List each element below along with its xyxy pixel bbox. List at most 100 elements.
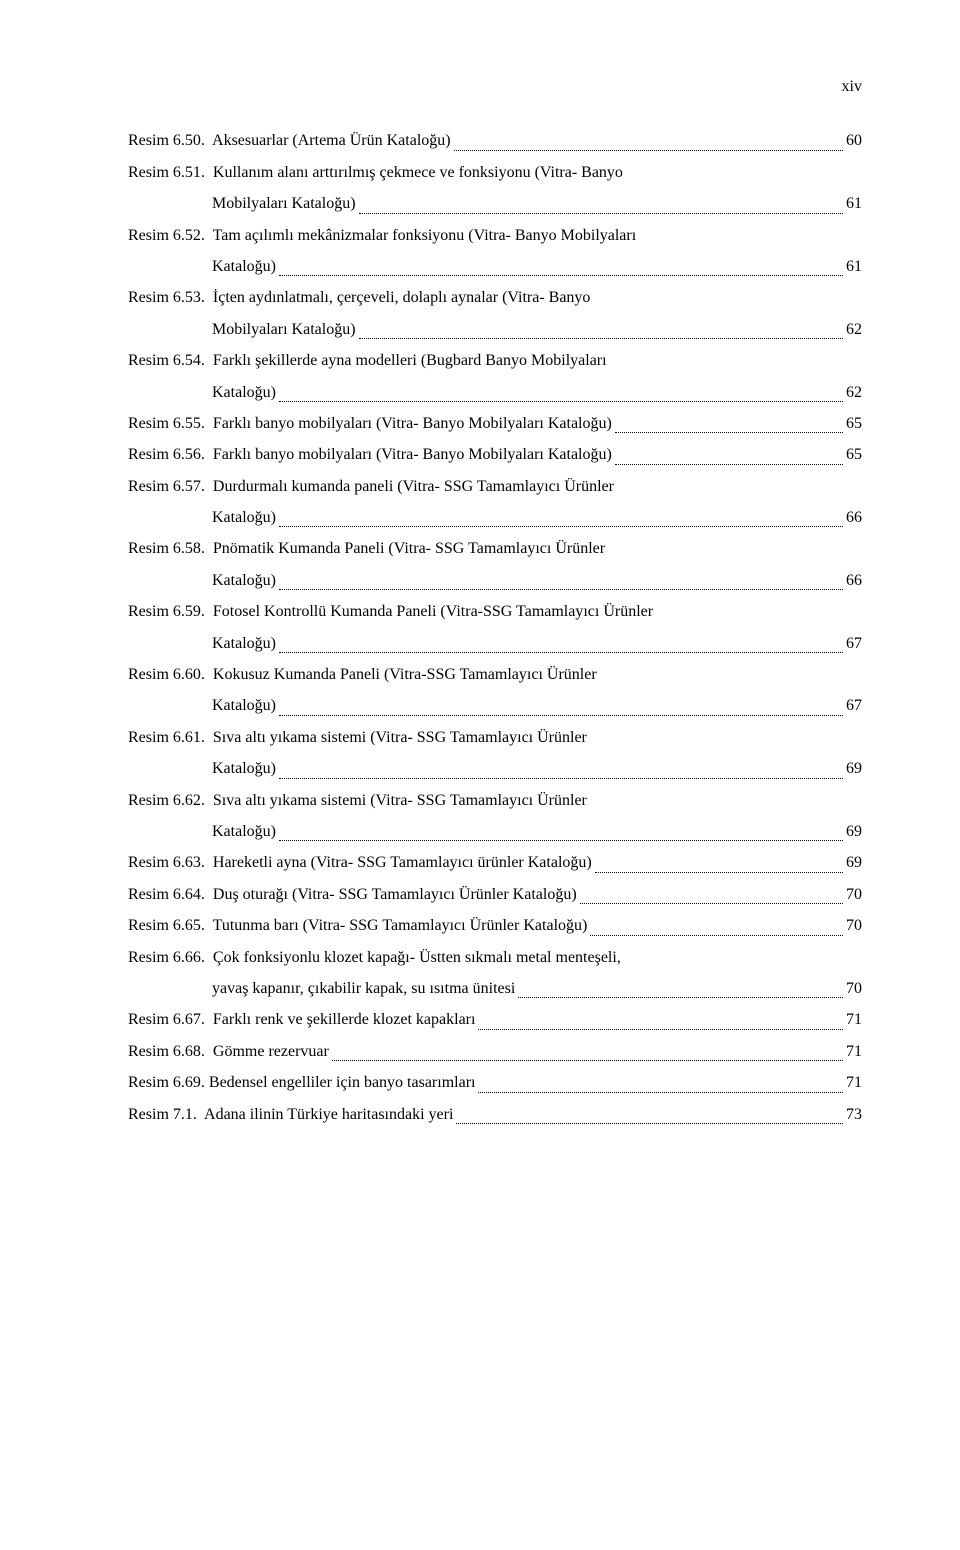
toc-leader-dots xyxy=(279,651,843,653)
toc-leader-dots xyxy=(615,463,843,465)
toc-leader-dots xyxy=(518,996,843,998)
toc-entry: Resim 6.58. Pnömatik Kumanda Paneli (Vit… xyxy=(128,534,862,564)
toc-entry: Resim 6.69. Bedensel engelliler için ban… xyxy=(128,1068,862,1098)
toc-entry-text: Kataloğu) xyxy=(212,754,276,784)
toc-entry-page: 65 xyxy=(846,409,862,439)
toc-entry-page: 70 xyxy=(846,880,862,910)
toc-entry: yavaş kapanır, çıkabilir kapak, su ısıtm… xyxy=(128,974,862,1004)
toc-entry-text: Kataloğu) xyxy=(212,629,276,659)
toc-entry-text: Resim 6.53. İçten aydınlatmalı, çerçevel… xyxy=(128,283,590,313)
toc-entry-text: Kataloğu) xyxy=(212,503,276,533)
toc-entry: Kataloğu) 66 xyxy=(128,503,862,533)
toc-entry-text: Resim 7.1. Adana ilinin Türkiye haritası… xyxy=(128,1100,453,1130)
toc-entry: Resim 6.65. Tutunma barı (Vitra- SSG Tam… xyxy=(128,911,862,941)
toc-leader-dots xyxy=(332,1059,843,1061)
toc-leader-dots xyxy=(279,400,843,402)
toc-entry: Resim 6.60. Kokusuz Kumanda Paneli (Vitr… xyxy=(128,660,862,690)
toc-entry: Kataloğu) 61 xyxy=(128,252,862,282)
toc-entry-text: Resim 6.67. Farklı renk ve şekillerde kl… xyxy=(128,1005,475,1035)
toc-entry-page: 70 xyxy=(846,911,862,941)
toc-entry: Resim 7.1. Adana ilinin Türkiye haritası… xyxy=(128,1100,862,1130)
toc-entry-text: Resim 6.52. Tam açılımlı mekânizmalar fo… xyxy=(128,221,636,251)
toc-entry-page: 61 xyxy=(846,252,862,282)
toc-entry-text: Mobilyaları Kataloğu) xyxy=(212,189,356,219)
toc-entry-text: Resim 6.65. Tutunma barı (Vitra- SSG Tam… xyxy=(128,911,587,941)
toc-entry-text: Resim 6.57. Durdurmalı kumanda paneli (V… xyxy=(128,472,614,502)
toc-entry-page: 69 xyxy=(846,817,862,847)
toc-entry-text: yavaş kapanır, çıkabilir kapak, su ısıtm… xyxy=(212,974,515,1004)
toc-entry: Resim 6.67. Farklı renk ve şekillerde kl… xyxy=(128,1005,862,1035)
toc-entry: Kataloğu) 69 xyxy=(128,817,862,847)
toc-entry-page: 62 xyxy=(846,378,862,408)
toc-entry-text: Resim 6.61. Sıva altı yıkama sistemi (Vi… xyxy=(128,723,587,753)
toc-entry-text: Resim 6.55. Farklı banyo mobilyaları (Vi… xyxy=(128,409,612,439)
toc-entry: Resim 6.68. Gömme rezervuar 71 xyxy=(128,1037,862,1067)
toc-entry-text: Kataloğu) xyxy=(212,566,276,596)
toc-entry-page: 66 xyxy=(846,503,862,533)
toc-leader-dots xyxy=(279,714,843,716)
toc-leader-dots xyxy=(595,871,843,873)
toc-entry: Kataloğu) 62 xyxy=(128,378,862,408)
toc-entry-page: 62 xyxy=(846,315,862,345)
toc-entry-text: Resim 6.68. Gömme rezervuar xyxy=(128,1037,329,1067)
toc-leader-dots xyxy=(279,839,843,841)
toc-leader-dots xyxy=(590,934,843,936)
toc-entry-text: Mobilyaları Kataloğu) xyxy=(212,315,356,345)
toc-leader-dots xyxy=(454,149,843,151)
toc-entry-text: Resim 6.64. Duş oturağı (Vitra- SSG Tama… xyxy=(128,880,577,910)
toc-entry-text: Resim 6.54. Farklı şekillerde ayna model… xyxy=(128,346,607,376)
toc-entry: Resim 6.50. Aksesuarlar (Artema Ürün Kat… xyxy=(128,126,862,156)
toc-entry: Resim 6.52. Tam açılımlı mekânizmalar fo… xyxy=(128,221,862,251)
toc-entry-text: Resim 6.51. Kullanım alanı arttırılmış ç… xyxy=(128,158,623,188)
toc-leader-dots xyxy=(478,1028,843,1030)
toc-entry-page: 71 xyxy=(846,1005,862,1035)
toc-entry: Kataloğu)67 xyxy=(128,629,862,659)
toc-entry: Resim 6.56. Farklı banyo mobilyaları (Vi… xyxy=(128,440,862,470)
toc-entry-page: 69 xyxy=(846,754,862,784)
toc-entry: Resim 6.59. Fotosel Kontrollü Kumanda Pa… xyxy=(128,597,862,627)
toc-entry-text: Kataloğu) xyxy=(212,378,276,408)
toc-entry-page: 71 xyxy=(846,1068,862,1098)
toc-entry-text: Kataloğu) xyxy=(212,817,276,847)
toc-entry-text: Kataloğu) xyxy=(212,691,276,721)
toc-leader-dots xyxy=(478,1091,843,1093)
toc-entry-page: 70 xyxy=(846,974,862,1004)
toc-leader-dots xyxy=(279,777,843,779)
toc-leader-dots xyxy=(279,274,843,276)
toc-entry-page: 60 xyxy=(846,126,862,156)
toc-entry-text: Resim 6.56. Farklı banyo mobilyaları (Vi… xyxy=(128,440,612,470)
toc-entry: Resim 6.63. Hareketli ayna (Vitra- SSG T… xyxy=(128,848,862,878)
toc-entry: Resim 6.55. Farklı banyo mobilyaları (Vi… xyxy=(128,409,862,439)
toc-entry-text: Resim 6.50. Aksesuarlar (Artema Ürün Kat… xyxy=(128,126,451,156)
toc-entry: Resim 6.51. Kullanım alanı arttırılmış ç… xyxy=(128,158,862,188)
toc-entry-page: 66 xyxy=(846,566,862,596)
toc-entry: Resim 6.61. Sıva altı yıkama sistemi (Vi… xyxy=(128,723,862,753)
toc-leader-dots xyxy=(615,431,843,433)
toc-entry-page: 73 xyxy=(846,1100,862,1130)
toc-entry: Resim 6.54. Farklı şekillerde ayna model… xyxy=(128,346,862,376)
toc-entry-text: Resim 6.63. Hareketli ayna (Vitra- SSG T… xyxy=(128,848,592,878)
toc-entry-page: 69 xyxy=(846,848,862,878)
toc-entry-page: 65 xyxy=(846,440,862,470)
toc-entry-text: Resim 6.59. Fotosel Kontrollü Kumanda Pa… xyxy=(128,597,653,627)
toc-entry-page: 61 xyxy=(846,189,862,219)
toc-entry: Resim 6.64. Duş oturağı (Vitra- SSG Tama… xyxy=(128,880,862,910)
toc-entry-text: Resim 6.60. Kokusuz Kumanda Paneli (Vitr… xyxy=(128,660,597,690)
table-of-figures: Resim 6.50. Aksesuarlar (Artema Ürün Kat… xyxy=(128,126,862,1130)
toc-entry: Resim 6.53. İçten aydınlatmalı, çerçevel… xyxy=(128,283,862,313)
toc-entry: Mobilyaları Kataloğu) 61 xyxy=(128,189,862,219)
toc-entry-text: Resim 6.58. Pnömatik Kumanda Paneli (Vit… xyxy=(128,534,605,564)
toc-leader-dots xyxy=(359,212,843,214)
toc-entry: Resim 6.62. Sıva altı yıkama sistemi (Vi… xyxy=(128,786,862,816)
toc-entry-page: 71 xyxy=(846,1037,862,1067)
toc-leader-dots xyxy=(359,337,843,339)
toc-entry: Resim 6.66. Çok fonksiyonlu klozet kapağ… xyxy=(128,943,862,973)
toc-entry: Kataloğu) 66 xyxy=(128,566,862,596)
toc-entry-text: Resim 6.69. Bedensel engelliler için ban… xyxy=(128,1068,475,1098)
toc-leader-dots xyxy=(580,902,843,904)
toc-entry-text: Kataloğu) xyxy=(212,252,276,282)
toc-leader-dots xyxy=(279,588,843,590)
toc-entry: Mobilyaları Kataloğu) 62 xyxy=(128,315,862,345)
toc-leader-dots xyxy=(279,525,843,527)
toc-entry: Resim 6.57. Durdurmalı kumanda paneli (V… xyxy=(128,472,862,502)
